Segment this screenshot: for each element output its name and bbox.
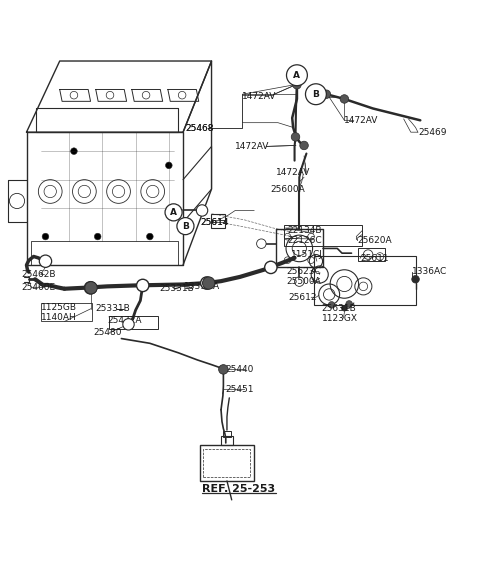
Text: B: B — [312, 90, 319, 99]
Text: B: B — [182, 222, 189, 231]
Text: 25468: 25468 — [185, 124, 214, 133]
Text: 1336AC: 1336AC — [412, 267, 447, 276]
Text: 1472AV: 1472AV — [242, 92, 277, 101]
Circle shape — [340, 95, 348, 103]
Circle shape — [39, 255, 52, 268]
Circle shape — [42, 233, 49, 240]
Bar — [41, 303, 92, 321]
Text: REF. 25-253: REF. 25-253 — [202, 484, 275, 494]
Text: 1151CJ: 1151CJ — [291, 250, 323, 259]
Text: 1472AV: 1472AV — [235, 142, 270, 151]
Text: 25614: 25614 — [200, 218, 228, 227]
Circle shape — [322, 90, 331, 98]
Circle shape — [328, 302, 335, 308]
Text: 25331B: 25331B — [159, 284, 194, 293]
Circle shape — [342, 306, 347, 311]
Bar — [223, 431, 231, 437]
Circle shape — [293, 81, 301, 89]
Circle shape — [300, 141, 308, 150]
Text: 25611: 25611 — [360, 254, 389, 263]
Circle shape — [123, 319, 134, 330]
Bar — [284, 225, 362, 246]
Text: 25620A: 25620A — [358, 236, 392, 245]
Text: 25600A: 25600A — [271, 185, 306, 194]
Bar — [358, 248, 385, 261]
Circle shape — [84, 282, 96, 294]
Circle shape — [305, 84, 326, 105]
Circle shape — [219, 365, 228, 374]
Circle shape — [257, 239, 266, 248]
Circle shape — [95, 233, 101, 240]
Bar — [108, 316, 158, 329]
Circle shape — [166, 162, 172, 169]
Bar — [221, 436, 233, 445]
Text: 22134B: 22134B — [288, 226, 322, 235]
Circle shape — [203, 277, 215, 289]
Text: 1125GB: 1125GB — [41, 303, 77, 312]
Circle shape — [264, 261, 277, 274]
Text: 1472AV: 1472AV — [276, 168, 310, 177]
Text: A: A — [170, 208, 177, 217]
Text: 25612: 25612 — [288, 293, 317, 302]
Text: 1123GX: 1123GX — [322, 314, 358, 323]
Text: 22126C: 22126C — [288, 236, 322, 245]
Text: 25468: 25468 — [185, 124, 214, 133]
Circle shape — [177, 218, 194, 235]
Circle shape — [201, 277, 213, 289]
Text: 25331B: 25331B — [96, 304, 130, 313]
Bar — [204, 449, 251, 477]
Circle shape — [71, 148, 77, 154]
Circle shape — [196, 205, 208, 216]
Text: 25480: 25480 — [93, 328, 121, 337]
Bar — [211, 214, 225, 228]
Circle shape — [146, 233, 153, 240]
Text: 25623C: 25623C — [286, 267, 321, 276]
Text: 25500A: 25500A — [286, 277, 321, 286]
Text: 25472A: 25472A — [107, 316, 142, 324]
Circle shape — [287, 65, 307, 86]
Circle shape — [165, 204, 182, 221]
Text: 25469: 25469 — [418, 128, 446, 137]
Circle shape — [85, 282, 97, 294]
Text: 25614: 25614 — [200, 218, 228, 227]
Text: 25462B: 25462B — [22, 270, 56, 279]
Text: 25631B: 25631B — [322, 304, 356, 313]
Circle shape — [295, 277, 304, 286]
Circle shape — [412, 275, 420, 283]
Text: 1140AH: 1140AH — [41, 313, 76, 321]
Text: 25451: 25451 — [226, 385, 254, 394]
Circle shape — [346, 300, 352, 307]
Circle shape — [291, 133, 300, 141]
Circle shape — [137, 279, 149, 291]
Text: 25440: 25440 — [226, 365, 254, 374]
Text: 1472AV: 1472AV — [344, 116, 379, 125]
Text: 1339GA: 1339GA — [184, 282, 220, 291]
Bar — [200, 445, 254, 481]
Text: A: A — [293, 71, 300, 80]
Text: 25460E: 25460E — [22, 283, 56, 292]
Bar — [313, 256, 416, 306]
